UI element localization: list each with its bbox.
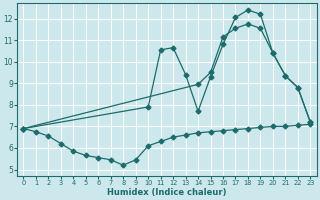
X-axis label: Humidex (Indice chaleur): Humidex (Indice chaleur) <box>107 188 227 197</box>
